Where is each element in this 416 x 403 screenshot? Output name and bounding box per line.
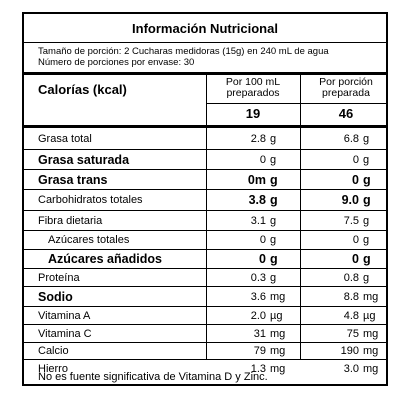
nutrient-name: Proteína [38, 271, 80, 284]
calories-value-row: 19 46 [24, 104, 386, 122]
nutrition-label: Información Nutricional Tamaño de porció… [22, 12, 388, 386]
nutrient-row: Azúcares añadidos 0 g 0 g [24, 250, 386, 268]
nutrient-name: Carbohidratos totales [38, 194, 143, 206]
nutrient-row: Hierro 1.3 mg 3.0 mg [24, 360, 386, 378]
nutrient-name: Azúcares añadidos [48, 252, 162, 266]
calories-per-100ml: 19 [245, 105, 261, 121]
nutrient-row: Grasa trans 0m g 0 g [24, 170, 386, 189]
value-per-100ml: 2.0 µg [250, 309, 283, 322]
nutrient-row: Carbohidratos totales 3.8 g 9.0 g [24, 190, 386, 210]
value-per-100ml: 1.3 mg [250, 363, 286, 375]
value-per-100ml: 79 mg [253, 345, 286, 357]
col2-header: Por porción preparada [319, 76, 373, 99]
value-per-serving: 0.8 g [343, 271, 370, 284]
nutrient-name: Grasa saturada [38, 152, 130, 167]
divider [24, 306, 386, 307]
nutrient-name: Calcio [38, 345, 69, 357]
nutrient-name: Grasa trans [38, 172, 108, 187]
divider [24, 342, 386, 343]
nutrient-name: Grasa total [38, 132, 92, 145]
value-per-100ml: 0.3 g [250, 271, 277, 284]
calories-per-serving: 46 [338, 105, 354, 121]
value-per-serving: 9.0 g [341, 193, 371, 207]
nutrient-name: Hierro [38, 363, 68, 375]
divider [24, 210, 386, 211]
divider [24, 268, 386, 269]
nutrient-name: Sodio [38, 289, 73, 304]
nutrient-row: Sodio 3.6 mg 8.8 mg [24, 287, 386, 306]
divider [24, 169, 386, 170]
column-divider [300, 72, 301, 359]
footnote: No es fuente significativa de Vitamina D… [38, 371, 268, 383]
nutrient-row: Calcio 79 mg 190 mg [24, 343, 386, 359]
divider [24, 249, 386, 250]
label-title: Información Nutricional [132, 21, 278, 36]
divider [24, 359, 386, 360]
divider-thick [24, 125, 386, 128]
value-per-serving: 190 mg [340, 345, 379, 357]
column-divider [206, 72, 207, 359]
value-per-100ml: 0m g [247, 172, 278, 187]
nutrient-row: Azúcares totales 0 g 0 g [24, 231, 386, 249]
value-per-100ml: 3.1 g [250, 214, 277, 227]
divider-thick [24, 72, 386, 75]
divider [24, 324, 386, 325]
divider [206, 103, 386, 104]
divider [24, 42, 386, 43]
value-per-serving: 8.8 mg [343, 290, 379, 303]
nutrient-row: Grasa saturada 0 g 0 g [24, 150, 386, 169]
divider [24, 286, 386, 287]
value-per-100ml: 3.8 g [248, 193, 278, 207]
value-per-100ml: 3.6 mg [250, 290, 286, 303]
nutrient-row: Vitamina A 2.0 µg 4.8 µg [24, 307, 386, 324]
nutrient-row: Fibra dietaria 3.1 g 7.5 g [24, 211, 386, 230]
nutrient-name: Fibra dietaria [38, 214, 103, 227]
serving-size: Tamaño de porción: 2 Cucharas medidoras … [38, 46, 329, 57]
col1-header: Por 100 mL preparados [225, 76, 281, 99]
divider [24, 149, 386, 150]
value-per-100ml: 31 mg [253, 327, 286, 340]
calories-header-row: Calorías (kcal) Por 100 mL preparados Po… [24, 75, 386, 111]
calories-label: Calorías (kcal) [38, 81, 127, 97]
nutrient-name: Azúcares totales [48, 234, 130, 246]
divider [24, 189, 386, 190]
servings-per-container: Número de porciones por envase: 30 [38, 57, 195, 68]
value-per-serving: 6.8 g [343, 132, 370, 145]
value-per-serving: 75 mg [346, 327, 379, 340]
nutrient-row: Grasa total 2.8 g 6.8 g [24, 128, 386, 149]
nutrient-name: Vitamina C [38, 327, 92, 340]
nutrient-row: Proteína 0.3 g 0.8 g [24, 269, 386, 286]
nutrient-row: Vitamina C 31 mg 75 mg [24, 325, 386, 342]
value-per-serving: 7.5 g [343, 214, 370, 227]
value-per-100ml: 2.8 g [250, 132, 277, 145]
nutrient-name: Vitamina A [38, 309, 91, 322]
divider [24, 230, 386, 231]
value-per-serving: 4.8 µg [343, 309, 376, 322]
value-per-serving: 3.0 mg [343, 363, 379, 375]
